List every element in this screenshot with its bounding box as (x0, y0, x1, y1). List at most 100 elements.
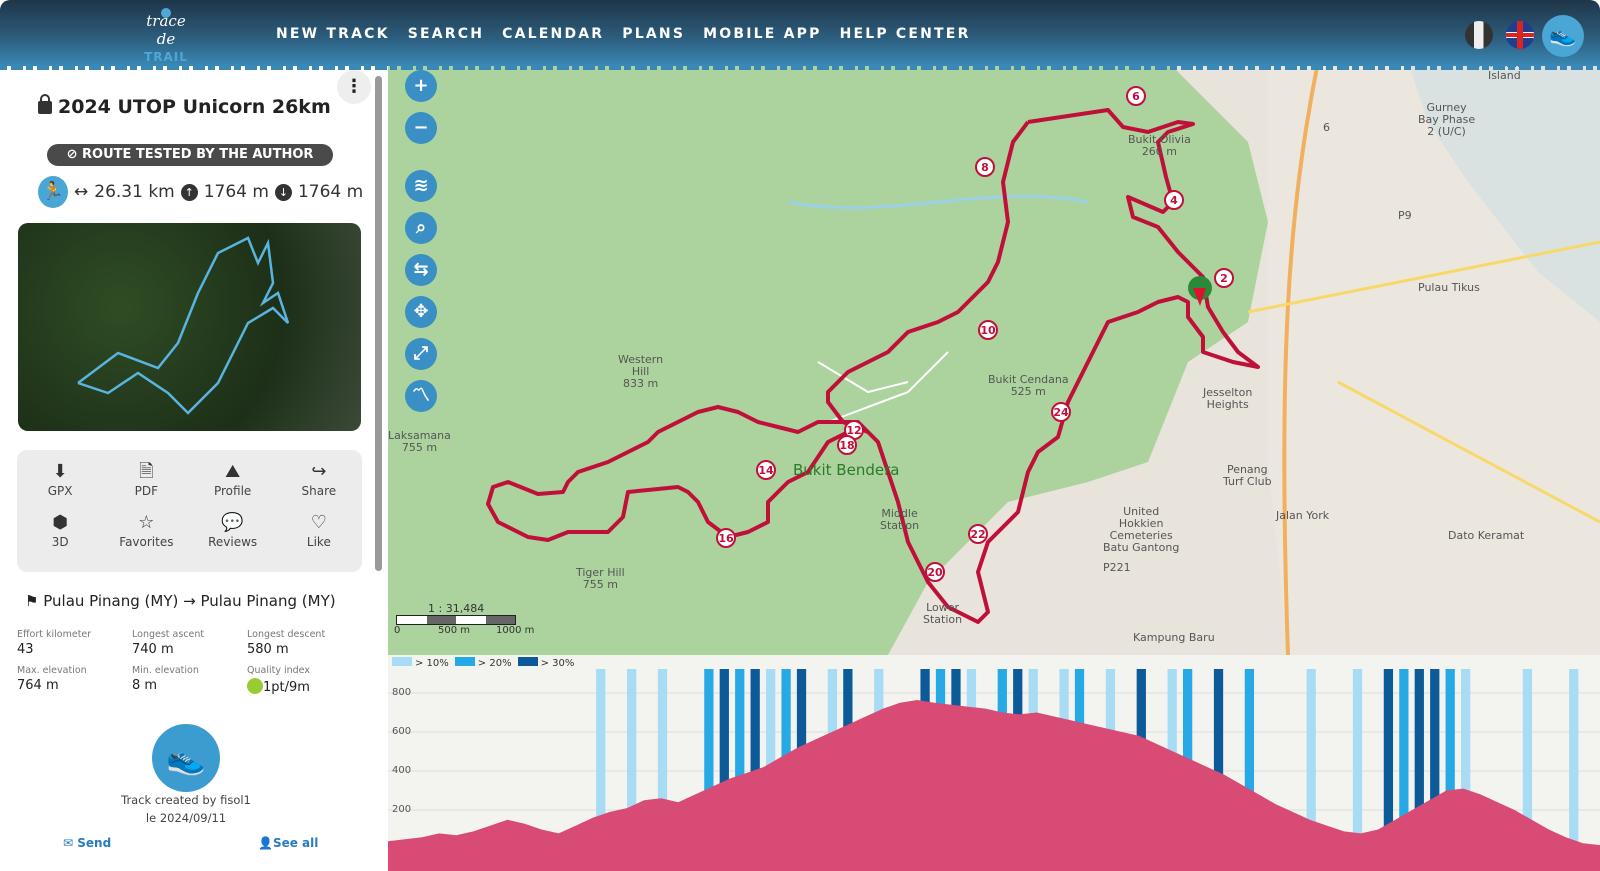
3d-label: 3D (51, 535, 69, 549)
svg-text:18: 18 (839, 439, 854, 452)
map-scale: 1 : 31,484 0 500 m 1000 m (394, 602, 556, 637)
italian-flag-icon[interactable] (1465, 21, 1493, 49)
satellite-thumbnail[interactable] (18, 223, 361, 431)
map-place-label: Bukit Bendera (793, 461, 900, 479)
reviews-label: Reviews (208, 535, 258, 549)
envelope-icon: ✉ (63, 836, 74, 850)
stat-value: 1pt/9m (263, 680, 310, 695)
slope-bar (1445, 669, 1455, 871)
route-icon[interactable]: ⇆ (405, 254, 437, 286)
favorites-button[interactable]: ☆ Favorites (103, 511, 189, 562)
move-icon[interactable]: ✥ (405, 296, 437, 328)
route-tested-badge: ⊘ ROUTE TESTED BY THE AUTHOR (47, 144, 333, 166)
stat-quality-index: Quality index 1pt/9m (247, 665, 362, 695)
checkpoint-marker[interactable]: 8 (975, 157, 995, 177)
layers-icon[interactable]: ≋ (405, 170, 437, 202)
zoom-in-button[interactable]: + (405, 70, 437, 102)
route-locations: ⚑ Pulau Pinang (MY) → Pulau Pinang (MY) (25, 592, 336, 610)
slope-bar (657, 669, 668, 871)
track-stats: 🏃 ↔ 26.31 km ↑ 1764 m ↓ 1764 m (38, 176, 363, 208)
author-avatar[interactable]: 👟 (152, 724, 220, 792)
checkpoint-marker[interactable]: 10 (978, 320, 998, 340)
user-icon: 👤 (258, 836, 273, 850)
main-nav: NEW TRACK SEARCH CALENDAR PLANS MOBILE A… (276, 26, 971, 42)
svg-text:20: 20 (927, 566, 943, 579)
runner-icon: 🏃 (38, 176, 68, 208)
favorites-label: Favorites (119, 535, 174, 549)
track-title-text: 2024 UTOP Unicorn 26km (58, 96, 331, 118)
3d-button[interactable]: ⬢ 3D (17, 511, 103, 562)
svg-text:16: 16 (718, 532, 734, 545)
nav-new-track[interactable]: NEW TRACK (276, 26, 390, 42)
checkpoint-marker[interactable]: 6 (1126, 86, 1146, 106)
nav-mobile-app[interactable]: MOBILE APP (703, 26, 822, 42)
stat-value: 580 m (247, 642, 289, 657)
slope-bar (596, 669, 606, 871)
svg-text:2: 2 (1220, 272, 1228, 285)
scale-ratio: 1 : 31,484 (428, 602, 485, 615)
pdf-label: PDF (134, 484, 159, 498)
like-label: Like (306, 535, 331, 549)
nav-plans[interactable]: PLANS (622, 26, 686, 42)
map-place-label: Middle Station (880, 507, 920, 532)
reviews-button[interactable]: 💬 Reviews (190, 511, 276, 562)
legend-label: > 10% (415, 658, 449, 669)
thumbnail-track (77, 236, 290, 415)
zoom-out-button[interactable]: − (405, 112, 437, 144)
map-place-label: Pulau Tikus (1418, 281, 1480, 294)
elevation-profile[interactable]: > 10% > 20% > 30% 800 600 400 200 (388, 655, 1600, 871)
elevation-chart-icon[interactable]: 〽 (405, 380, 437, 412)
map-place-label: Jesselton Heights (1203, 386, 1253, 411)
map-place-label: Western Hill 833 m (618, 353, 664, 390)
svg-text:4: 4 (1170, 194, 1178, 207)
like-button[interactable]: ♡ Like (276, 511, 362, 562)
slope-bar (719, 669, 729, 871)
cube-icon: ⬢ (52, 512, 68, 533)
slope-bar (627, 669, 637, 871)
checkpoint-marker[interactable]: 22 (968, 524, 988, 544)
site-logo[interactable]: trace de TRAIL (136, 8, 196, 64)
uk-flag-icon[interactable] (1506, 21, 1534, 49)
nav-help-center[interactable]: HELP CENTER (839, 26, 971, 42)
profile-icon: ⛰ (225, 461, 241, 482)
map-place-label: United Hokkien Cemeteries Batu Gantong (1103, 505, 1180, 554)
checkpoint-marker[interactable]: 4 (1164, 190, 1184, 210)
y-tick: 600 (392, 726, 412, 737)
gpx-label: GPX (47, 484, 73, 498)
gpx-button[interactable]: ⬇ GPX (17, 460, 103, 511)
profile-button[interactable]: ⛰ Profile (190, 460, 276, 511)
see-all-link[interactable]: 👤See all (258, 836, 318, 850)
svg-text:22: 22 (970, 528, 985, 541)
top-header: trace de TRAIL NEW TRACK SEARCH CALENDAR … (0, 0, 1600, 70)
legend-label: > 20% (477, 658, 512, 669)
checkpoint-marker[interactable]: 20 (925, 562, 945, 582)
scale-tick: 1000 m (496, 625, 535, 636)
pdf-button[interactable]: 🗎 PDF (103, 460, 189, 511)
sidebar-scrollbar-thumb[interactable] (375, 76, 382, 571)
share-button[interactable]: ↪ Share (276, 460, 362, 511)
nav-search[interactable]: SEARCH (407, 26, 485, 42)
user-avatar[interactable]: 👟 (1542, 15, 1584, 57)
elevation-area (388, 700, 1600, 871)
y-tick: 200 (392, 804, 412, 815)
nav-calendar[interactable]: CALENDAR (502, 26, 605, 42)
descent-icon: ↓ (274, 183, 292, 201)
checkpoint-marker[interactable]: 24 (1051, 402, 1071, 422)
created-date: le 2024/09/11 (145, 811, 227, 825)
more-options-button[interactable]: ⋮ (337, 70, 371, 104)
fullscreen-icon[interactable]: ⤢ (405, 338, 437, 370)
checkpoint-marker[interactable]: 16 (716, 528, 736, 548)
track-title: 2024 UTOP Unicorn 26km (38, 94, 331, 118)
checkpoint-marker[interactable]: 2 (1214, 268, 1234, 288)
checkpoint-marker[interactable]: 18 (837, 435, 857, 455)
stat-label: Longest descent (247, 629, 326, 640)
search-icon[interactable]: ⌕ (405, 212, 437, 244)
share-icon: ↪ (311, 461, 327, 482)
send-link[interactable]: ✉ Send (63, 836, 111, 850)
map-place-label: Tiger Hill 755 m (576, 566, 625, 591)
download-icon: ⬇ (52, 461, 68, 482)
see-all-label: See all (272, 836, 319, 850)
checkpoint-marker[interactable]: 14 (756, 460, 776, 480)
map-place-label: P221 (1103, 561, 1131, 574)
